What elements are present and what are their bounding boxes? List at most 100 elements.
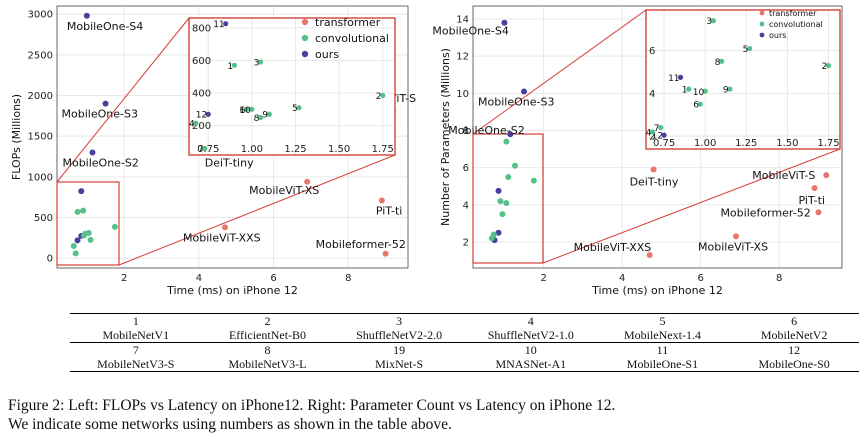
x-tick-label: 6: [270, 273, 276, 284]
inset-data-point: [697, 101, 703, 107]
point-label: DeiT-tiny: [630, 176, 679, 189]
x-tick-label: 8: [345, 273, 351, 284]
inset-data-point: [296, 105, 302, 111]
table-cell: 8: [201, 342, 334, 357]
table-row: MobileNetV1 EfficientNet-B0 ShuffleNetV2…: [70, 328, 859, 343]
table-cell: MobileOne-S0: [728, 357, 859, 372]
data-point: [490, 231, 497, 238]
data-point: [222, 224, 229, 231]
data-point: [507, 131, 514, 138]
data-point: [650, 166, 657, 173]
inset-y-tick-label: 400: [192, 89, 211, 100]
inset-point-label: 6: [240, 106, 246, 116]
data-point: [382, 250, 389, 257]
inset-x-tick-label: 0.75: [653, 138, 675, 149]
inset-point-label: 12: [196, 111, 207, 121]
inset-point-label: 2: [376, 92, 382, 102]
data-point: [823, 172, 830, 179]
inset-data-point: [380, 92, 386, 99]
inset-x-tick-label: 1.50: [776, 138, 798, 149]
inset-point-label: 4: [646, 128, 652, 138]
inset-frame: [188, 17, 396, 156]
inset-point-label: 11: [668, 74, 679, 84]
zoom-region: [56, 181, 120, 266]
y-tick-label: 8: [463, 126, 469, 137]
table-cell: MobileOne-S1: [596, 357, 729, 372]
zoom-connector: [118, 154, 396, 266]
table-cell: 4: [464, 313, 597, 328]
y-axis-title: Number of Parameters (Millions): [439, 48, 452, 226]
inset-x-tick-label: 1.75: [372, 144, 394, 155]
table-cell: MNASNet-A1: [464, 357, 597, 372]
point-label: DeiT-tiny: [205, 156, 254, 169]
inset-data-point: [249, 106, 255, 112]
point-label: MobileOne-S3: [62, 108, 138, 121]
y-axis-title: FLOPs (Millions): [10, 94, 23, 180]
table-cell: ShuffleNetV2-1.0: [487, 328, 574, 342]
point-label: MobileOne-S4: [67, 20, 143, 33]
x-tick-label: 8: [776, 273, 782, 284]
y-tick-label: 0: [47, 254, 53, 265]
x-axis-title: Time (ms) on iPhone 12: [591, 284, 723, 297]
legend-label: convolutional: [315, 32, 389, 45]
y-tick-label: 4: [463, 200, 469, 211]
data-point: [505, 173, 512, 180]
table-cell: 6: [728, 313, 859, 328]
inset-point-label: 9: [723, 86, 729, 96]
inset-background: [189, 18, 395, 155]
point-label: Mobileformer-52: [720, 206, 810, 219]
inset-point-label: 5: [743, 45, 749, 55]
y-tick-label: 1500: [28, 132, 53, 143]
data-point: [530, 177, 537, 184]
table-cell: 2: [201, 313, 334, 328]
legend-label: convolutional: [769, 20, 823, 29]
point-label: MobileViT-XS: [249, 184, 319, 197]
inset-point-label: 11: [213, 20, 224, 30]
inset-data-point: [223, 21, 229, 27]
y-tick-label: 6: [463, 163, 469, 174]
legend-label: transformer: [315, 16, 381, 29]
data-point: [89, 149, 96, 156]
legend-marker: [301, 50, 309, 58]
table-cell: 12: [728, 342, 859, 357]
inset-data-point: [710, 18, 717, 24]
inset-data-point: [202, 145, 208, 152]
inset-x-tick-label: 1.00: [694, 138, 716, 149]
data-point: [501, 19, 508, 26]
point-label: MobileOne-S2: [448, 124, 524, 137]
inset-data-point: [257, 114, 264, 121]
y-tick-label: 14: [456, 15, 469, 26]
table-cell: MobileNetV2: [760, 328, 828, 342]
table-cell: MobileNetV3-L: [201, 357, 334, 372]
point-label: MobileViT-S: [752, 169, 815, 182]
inset-y-tick-label: 600: [192, 56, 211, 67]
inset-point-label: 1: [682, 86, 688, 96]
y-tick-label: 2: [463, 237, 469, 248]
inset-point-label: 3: [706, 17, 712, 27]
legend-marker: [301, 34, 309, 42]
inset-x-tick-label: 1.50: [328, 144, 350, 155]
data-point: [74, 208, 81, 215]
inset-data-point: [231, 62, 237, 68]
inset-data-point: [257, 59, 264, 65]
x-tick-label: 6: [697, 273, 703, 284]
point-label: MobileViT-XXS: [183, 231, 261, 244]
table-cell: MobileNetV3-S: [70, 357, 202, 372]
data-point: [87, 236, 94, 243]
table-cell: 10: [464, 342, 597, 357]
data-point: [70, 243, 77, 250]
inset-point-label: 7: [654, 124, 660, 134]
data-point: [85, 230, 92, 237]
data-point: [78, 188, 85, 195]
data-point: [811, 185, 818, 192]
inset-data-point: [746, 45, 753, 52]
point-label: PiT-ti: [799, 194, 826, 207]
y-tick-label: 1000: [28, 172, 53, 183]
y-tick-label: 3000: [28, 10, 53, 21]
table-cell: 1: [70, 313, 202, 328]
inset-point-label: 7: [198, 145, 204, 155]
data-point: [80, 207, 87, 214]
inset-y-tick-label: 6: [649, 46, 655, 57]
